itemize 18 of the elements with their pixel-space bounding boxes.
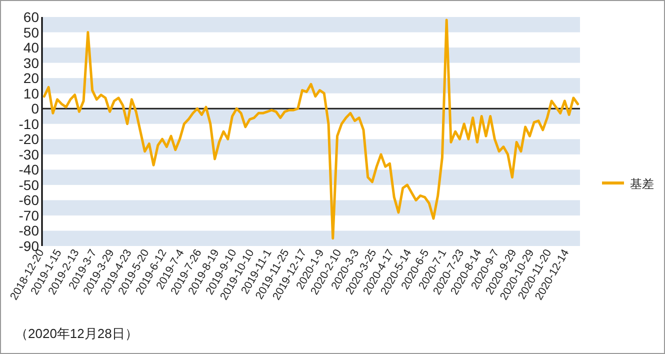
y-tick-label: 0 [31, 100, 40, 117]
y-tick-label: -80 [18, 222, 40, 239]
y-tick-label: -20 [18, 131, 40, 148]
y-tick-label: -40 [18, 162, 40, 178]
text: （2020年12月28日） [15, 326, 138, 341]
y-tick-label: 50 [23, 24, 40, 40]
y-tick-label: -10 [18, 116, 40, 132]
y-tick-label: -50 [18, 176, 40, 193]
y-tick-label: 10 [23, 85, 40, 102]
line-series [42, 18, 580, 240]
y-tick-label: -60 [18, 192, 40, 208]
legend-label: 基差 [630, 177, 654, 191]
y-tick-label: 20 [23, 70, 40, 86]
y-tick-label: 30 [23, 54, 40, 71]
y-tick-label: 60 [23, 9, 40, 25]
y-tick-label: -30 [18, 146, 40, 162]
y-tick-label: 40 [23, 40, 40, 56]
y-tick-label: -70 [18, 207, 40, 224]
